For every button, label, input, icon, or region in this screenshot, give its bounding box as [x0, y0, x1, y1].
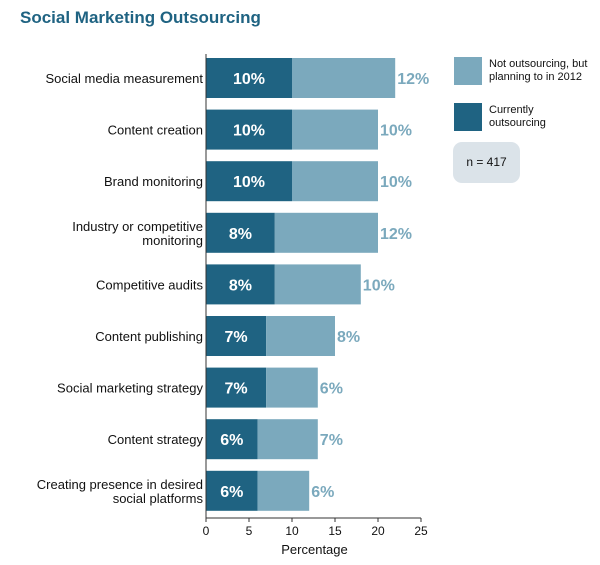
bar-current-3: [206, 212, 275, 253]
data-label-current-5: 7%: [225, 329, 248, 346]
sample-size-label: n = 417: [466, 155, 507, 169]
legend-label-planning-line-0: Not outsourcing, but: [489, 58, 587, 70]
bar-current-8: [206, 470, 258, 511]
bar-planning-5: [266, 316, 335, 356]
category-label-8-line-0: Creating presence in desired: [37, 477, 203, 492]
legend-swatch-planning: [454, 57, 482, 85]
bar-planning-4: [274, 264, 361, 305]
x-tick-label-4: 20: [371, 524, 385, 538]
x-tick-label-5: 25: [414, 524, 428, 538]
bar-planning-0: [292, 58, 396, 98]
x-tick-label-0: 0: [203, 524, 210, 538]
bar-planning-8: [257, 470, 310, 511]
bar-current-4: [206, 264, 275, 305]
category-label-2: Brand monitoring: [104, 174, 203, 189]
legend-label-current-line-0: Currently: [489, 104, 534, 116]
category-label-6: Social marketing strategy: [57, 381, 203, 396]
data-label-planning-3: 12%: [380, 226, 412, 243]
category-label-4: Competitive audits: [96, 277, 203, 292]
legend-swatch-current: [454, 103, 482, 131]
data-label-current-8: 6%: [220, 484, 243, 501]
data-label-current-2: 10%: [233, 174, 265, 191]
data-label-current-6: 7%: [225, 381, 248, 398]
data-label-planning-5: 8%: [337, 329, 360, 346]
sample-size-box: [453, 142, 520, 183]
data-label-current-3: 8%: [229, 226, 252, 243]
x-axis-title: Percentage: [281, 542, 348, 557]
bar-planning-1: [292, 109, 378, 150]
data-label-planning-7: 7%: [320, 432, 343, 449]
data-label-planning-4: 10%: [363, 277, 395, 294]
data-label-planning-2: 10%: [380, 174, 412, 191]
bar-current-1: [206, 109, 292, 150]
legend-label-planning-line-1: planning to in 2012: [489, 71, 582, 83]
category-label-5: Content publishing: [95, 329, 203, 344]
data-label-planning-1: 10%: [380, 123, 412, 140]
data-label-planning-0: 12%: [397, 71, 429, 88]
data-label-planning-6: 6%: [320, 381, 343, 398]
data-label-current-4: 8%: [229, 277, 252, 294]
category-label-3-line-0: Industry or competitive: [72, 219, 203, 234]
data-label-current-0: 10%: [233, 71, 265, 88]
bar-planning-3: [274, 212, 378, 253]
legend-label-current-line-1: outsourcing: [489, 117, 546, 129]
data-label-planning-8: 6%: [311, 484, 334, 501]
bar-planning-6: [266, 367, 318, 408]
bar-planning-7: [257, 419, 318, 460]
data-label-current-7: 6%: [220, 432, 243, 449]
x-tick-label-2: 10: [285, 524, 299, 538]
category-label-1: Content creation: [108, 123, 203, 138]
bar-planning-2: [292, 161, 378, 202]
x-tick-label-3: 15: [328, 524, 342, 538]
category-label-8-line-1: social platforms: [113, 491, 204, 506]
chart-title: Social Marketing Outsourcing: [20, 8, 261, 27]
x-tick-label-1: 5: [246, 524, 253, 538]
bar-current-5: [206, 316, 267, 356]
bar-current-0: [206, 58, 292, 98]
bar-current-6: [206, 367, 267, 408]
data-label-current-1: 10%: [233, 123, 265, 140]
bar-current-7: [206, 419, 258, 460]
category-label-3-line-1: monitoring: [142, 233, 203, 248]
category-label-0: Social media measurement: [45, 71, 203, 86]
bar-current-2: [206, 161, 292, 202]
category-label-7: Content strategy: [108, 432, 204, 447]
